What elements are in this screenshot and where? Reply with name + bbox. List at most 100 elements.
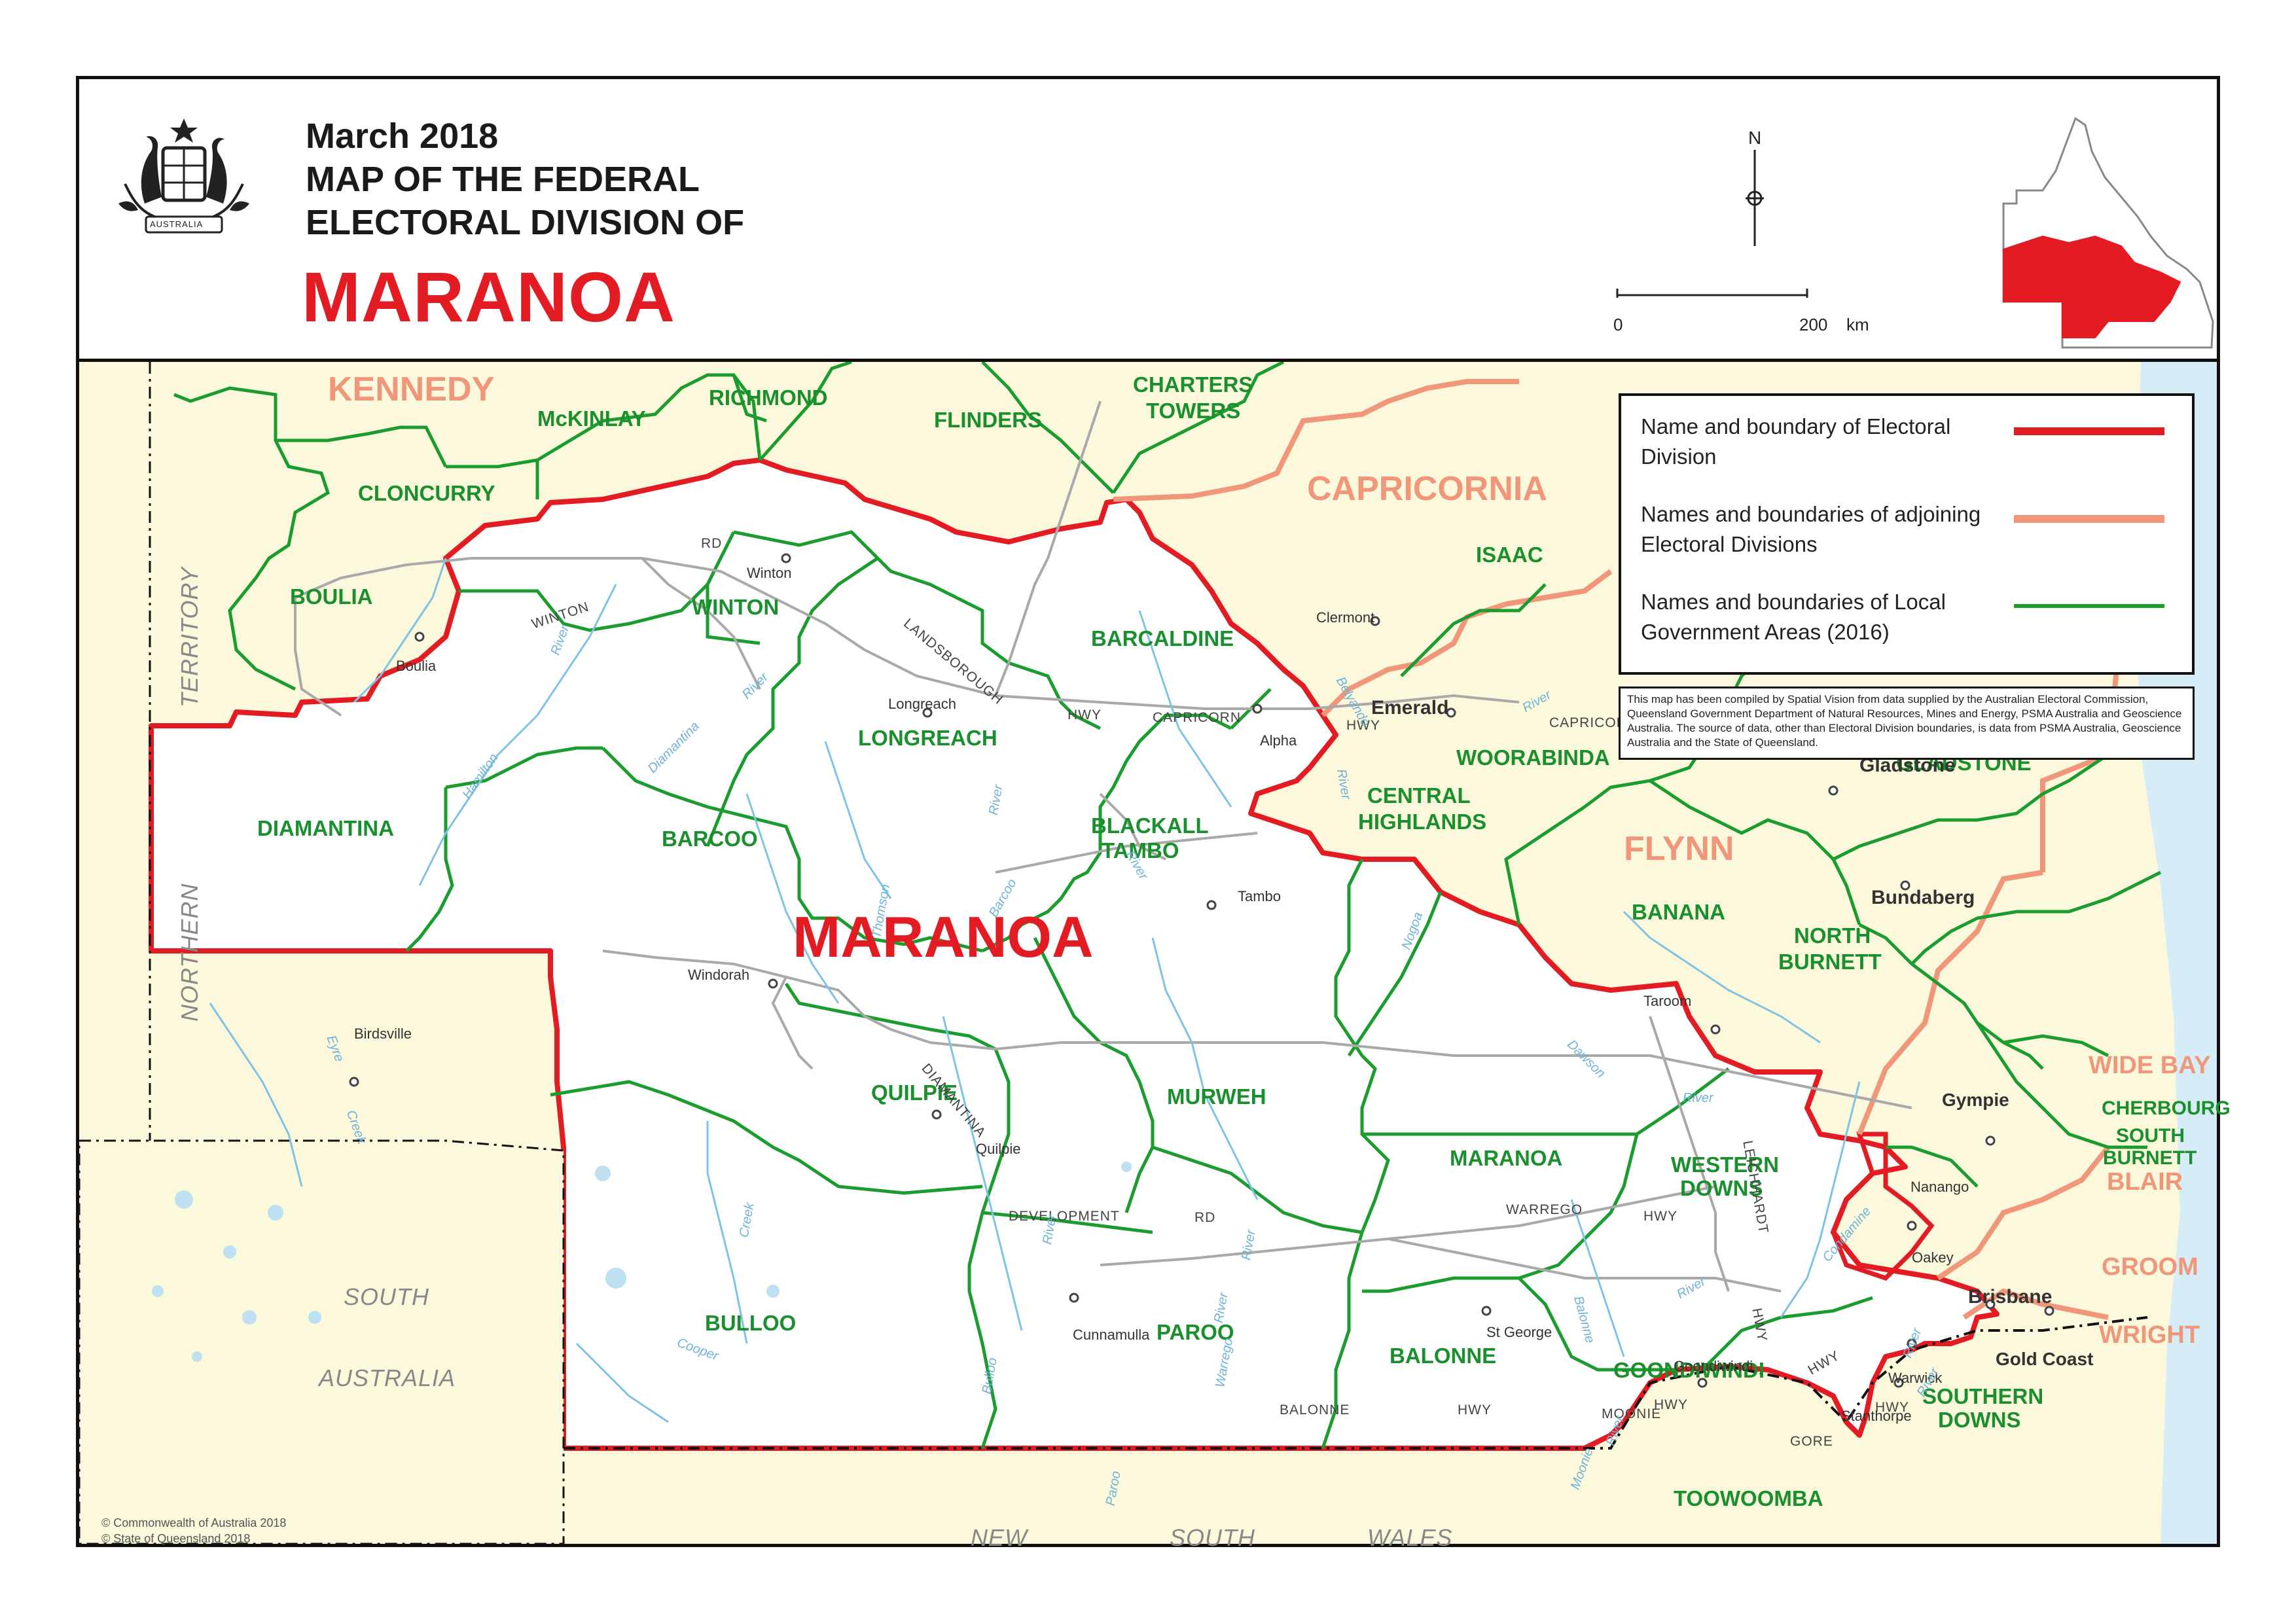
state-wales: WALES — [1367, 1524, 1453, 1551]
legend-swatch-adjoining — [2014, 515, 2164, 523]
copyright-commonwealth: © Commonwealth of Australia 2018 — [101, 1516, 287, 1529]
town-markers — [349, 553, 2054, 1388]
lga-quilpie: QUILPIE — [871, 1080, 958, 1105]
scale-max: 200 — [1799, 315, 1828, 334]
groom-label: GROOM — [2102, 1253, 2198, 1281]
lakes — [152, 1162, 1132, 1362]
lga-blackall-tambo-2: TAMBO — [1102, 838, 1179, 863]
lga-mckinlay: McKINLAY — [537, 406, 646, 431]
state-south: SOUTH — [344, 1283, 429, 1310]
adjoining-boundaries — [1113, 379, 2124, 1320]
road-development: DEVELOPMENT — [1009, 1209, 1120, 1224]
map-header: AUSTRALIA March 2018 MAP OF THE FEDERAL … — [79, 79, 2217, 362]
lga-charters-towers-1: CHARTERS — [1133, 372, 1253, 397]
division-title: MARANOA — [302, 257, 675, 336]
state-new: NEW — [971, 1524, 1028, 1551]
map-area — [79, 362, 2217, 1544]
wide-bay-label: WIDE BAY — [2089, 1052, 2211, 1079]
wright-label: WRIGHT — [2099, 1321, 2200, 1349]
lga-diamantina: DIAMANTINA — [257, 816, 394, 840]
town-oakey: Oakey — [1912, 1249, 1954, 1266]
rivers — [209, 558, 1861, 1423]
town-st-george: St George — [1486, 1324, 1552, 1340]
queensland-inset-map — [2002, 116, 2214, 349]
nsw-border — [564, 1316, 2148, 1450]
lga-western-downs-2: DOWNS — [1680, 1176, 1763, 1200]
lga-goondiwindi: GOONDIWINDI — [1613, 1358, 1765, 1382]
road-hwy-6: HWY — [1458, 1402, 1492, 1418]
lga-southern-downs-2: DOWNS — [1938, 1408, 2021, 1432]
lga-boulia: BOULIA — [290, 584, 373, 609]
town-brisbane: Brisbane — [1968, 1286, 2053, 1308]
legend-swatch-lga — [2014, 604, 2164, 608]
town-nanango: Nanango — [1910, 1179, 1969, 1195]
town-boulia: Boulia — [396, 658, 437, 674]
lga-balonne: BALONNE — [1390, 1344, 1497, 1368]
town-stanthorpe: Stanthorpe — [1841, 1408, 1912, 1424]
road-rd-1: RD — [701, 536, 723, 551]
flynn-label: FLYNN — [1624, 830, 1734, 868]
north-label: N — [1748, 128, 1762, 148]
town-gold-coast: Gold Coast — [1996, 1349, 2094, 1369]
lga-richmond: RICHMOND — [709, 385, 828, 410]
lga-north-burnett-2: BURNETT — [1778, 950, 1882, 974]
town-longreach: Longreach — [888, 696, 956, 712]
title-line-1: MAP OF THE FEDERAL — [306, 160, 700, 199]
town-birdsville: Birdsville — [354, 1026, 412, 1042]
legend-label-adjoining: Names and boundaries of adjoining Electo… — [1641, 502, 1981, 556]
north-arrow-icon — [1746, 150, 1764, 246]
lga-woorabinda: WOORABINDA — [1456, 745, 1610, 770]
lga-southern-downs-1: SOUTHERN — [1922, 1384, 2044, 1408]
lga-blackall-tambo-1: BLACKALL — [1091, 813, 1209, 838]
scale-zero: 0 — [1613, 315, 1623, 334]
kennedy-label: KENNEDY — [328, 370, 495, 408]
crest-label: AUSTRALIA — [150, 219, 204, 229]
lga-isaac: ISAAC — [1476, 543, 1543, 567]
lga-toowoomba: TOOWOOMBA — [1674, 1486, 1823, 1510]
river-label-7: River — [1683, 1091, 1713, 1105]
lga-north-burnett-1: NORTH — [1794, 923, 1871, 948]
lga-bulloo: BULLOO — [705, 1311, 797, 1335]
scale-bar — [1616, 289, 1808, 298]
town-bundaberg: Bundaberg — [1871, 887, 1975, 908]
state-australia: AUSTRALIA — [319, 1364, 456, 1391]
town-emerald: Emerald — [1371, 697, 1449, 719]
lga-cloncurry: CLONCURRY — [358, 481, 495, 505]
south-australia-area — [79, 1139, 565, 1544]
lga-central-highlands-1: CENTRAL — [1367, 783, 1471, 808]
road-hwy-8: HWY — [1875, 1400, 1909, 1415]
map-date: March 2018 — [306, 116, 499, 156]
lga-paroo: PAROO — [1157, 1320, 1234, 1344]
coat-of-arms-icon — [118, 118, 249, 234]
road-hwy-4: HWY — [1643, 1209, 1677, 1224]
town-goondiwindi: Goondiwindi — [1674, 1358, 1753, 1374]
map-legend: Name and boundary of Electoral Division … — [1619, 393, 2195, 675]
legend-label-lga: Names and boundaries of Local Government… — [1641, 590, 1946, 644]
lga-south-burnett-1: SOUTH — [2116, 1125, 2185, 1147]
lga-banana: BANANA — [1632, 900, 1725, 924]
town-taroom: Taroom — [1643, 993, 1692, 1009]
map-sheet: AUSTRALIA March 2018 MAP OF THE FEDERAL … — [76, 76, 2231, 1551]
legend-label-division: Name and boundary of Electoral Division — [1641, 414, 1951, 469]
state-northern: NORTHERN — [176, 883, 203, 1022]
state-territory: TERRITORY — [176, 566, 203, 707]
title-line-2: ELECTORAL DIVISION OF — [306, 203, 745, 242]
lga-barcaldine: BARCALDINE — [1091, 626, 1234, 651]
road-hwy-7: HWY — [1654, 1397, 1688, 1412]
copyright-queensland: © State of Queensland 2018 — [101, 1532, 251, 1545]
town-winton: Winton — [747, 565, 792, 581]
state-south-2: SOUTH — [1170, 1524, 1255, 1551]
town-quilpie: Quilpie — [976, 1141, 1021, 1157]
road-gore: GORE — [1790, 1434, 1833, 1449]
groom-pocket-boundary — [1831, 1132, 1935, 1281]
road-rd-2: RD — [1194, 1210, 1216, 1225]
road-capricorn-1: CAPRICORN — [1153, 710, 1242, 725]
lga-charters-towers-2: TOWERS — [1146, 399, 1241, 423]
town-tambo: Tambo — [1238, 888, 1282, 904]
lga-murweh: MURWEH — [1167, 1084, 1266, 1109]
lga-barcoo: BARCOO — [662, 827, 758, 851]
data-disclaimer: This map has been compiled by Spatial Vi… — [1619, 687, 2195, 760]
road-capricorn-2: CAPRICORN — [1549, 715, 1638, 730]
road-hwy-1: HWY — [1067, 707, 1102, 722]
blair-label: BLAIR — [2107, 1168, 2183, 1196]
